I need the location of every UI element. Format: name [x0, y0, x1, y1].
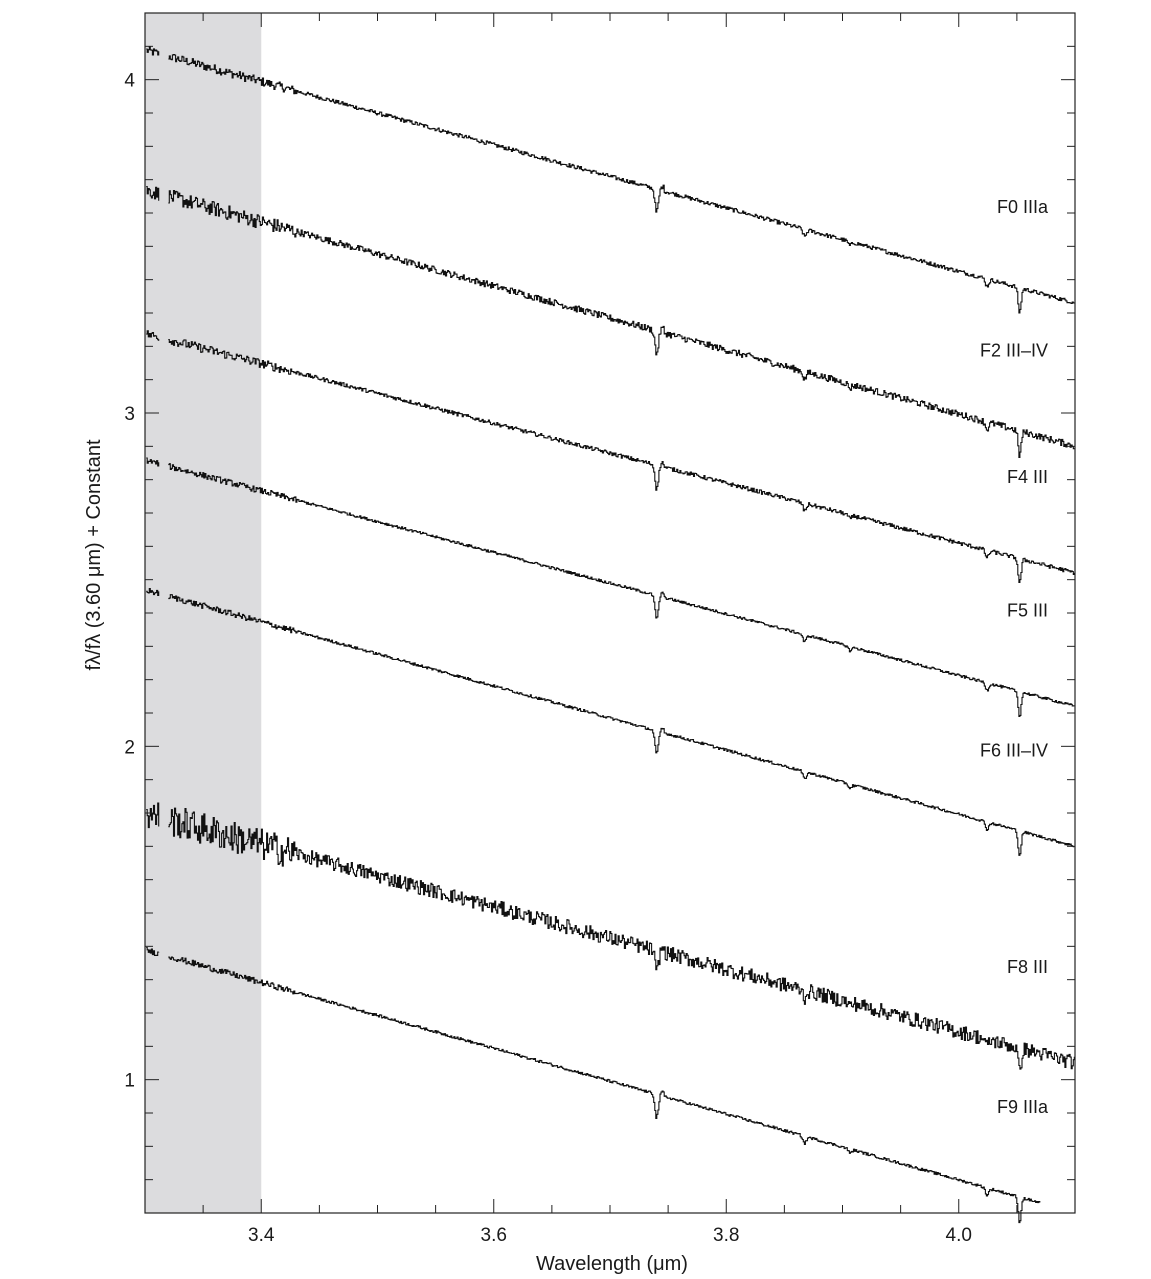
spectrum-line: [146, 946, 160, 957]
series-label: F6 III–IV: [980, 740, 1048, 760]
series-label: F0 IIIa: [997, 197, 1049, 217]
y-tick-label: 3: [124, 404, 135, 425]
spectrum-line: [168, 339, 1075, 584]
x-tick-label: 3.4: [248, 1225, 275, 1246]
spectrum-line: [146, 457, 160, 467]
spectrum-line: [168, 807, 1075, 1070]
series-label: F2 III–IV: [980, 340, 1048, 360]
x-axis-title: Wavelength (μm): [536, 1253, 688, 1275]
spectrum-line: [146, 330, 160, 341]
spectrum-line: [168, 956, 1041, 1224]
y-tick-label: 1: [124, 1071, 135, 1092]
spectrum-line: [168, 53, 1075, 314]
tick-labels: 3.4 3.6 3.8 4.0 1 2 3 4: [124, 71, 972, 1246]
series-group: [146, 46, 1075, 1224]
spectrum-line: [146, 186, 160, 201]
spectrum-line: [168, 463, 1075, 717]
x-tick-label: 3.8: [713, 1225, 739, 1246]
spectrum-line: [168, 594, 1075, 856]
spectrum-line: [168, 189, 1075, 459]
spectrum-line: [146, 46, 160, 56]
series-label: F9 IIIa: [997, 1097, 1049, 1117]
y-tick-label: 4: [124, 71, 135, 92]
series-label: F4 III: [1007, 467, 1048, 487]
y-axis-title: fλ/fλ (3.60 μm) + Constant: [83, 439, 105, 670]
series-label: F8 III: [1007, 957, 1048, 977]
x-tick-label: 3.6: [481, 1225, 507, 1246]
plot-frame: [144, 12, 1076, 1214]
y-tick-label: 2: [124, 737, 135, 758]
series-labels: F0 IIIa F2 III–IV F4 III F5 III F6 III–IV F8 …: [980, 197, 1049, 1117]
spectrum-line: [146, 588, 160, 596]
axis-ticks: [144, 12, 1076, 1214]
x-tick-label: 4.0: [946, 1225, 972, 1246]
shaded-region: [145, 13, 262, 1213]
spectrum-line: [146, 802, 160, 829]
series-label: F5 III: [1007, 600, 1048, 620]
